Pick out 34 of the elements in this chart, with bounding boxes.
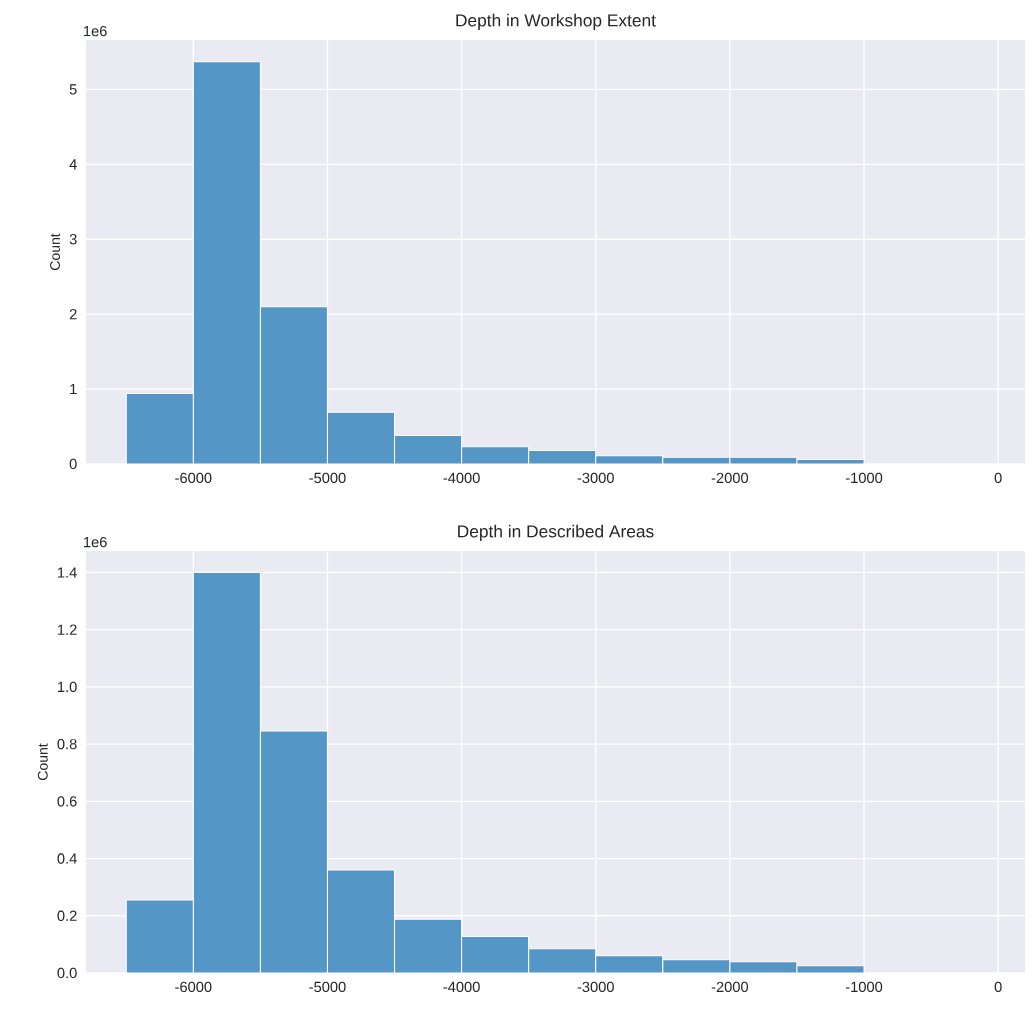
y-tick-label: 0 <box>69 458 77 470</box>
text: 1e6 <box>84 536 107 548</box>
y-axis-title: Count <box>37 743 48 780</box>
x-tick-label: -5000 <box>309 981 346 993</box>
x-tick-label: -2000 <box>711 981 749 993</box>
y-tick-label: 4 <box>69 159 77 170</box>
text: 1e6 <box>84 25 107 37</box>
y-tick-label: 1 <box>70 384 77 395</box>
y-tick-label: 0.8 <box>57 738 77 750</box>
x-tick-label: -3000 <box>577 472 614 484</box>
x-tick-label: -1000 <box>845 472 883 484</box>
y-tick-label: 0.2 <box>57 910 77 921</box>
y-tick-label: 5 <box>69 84 77 95</box>
chart-title: Depth in Described Areas <box>458 524 654 541</box>
x-tick-label: -1000 <box>845 981 883 993</box>
x-tick-label: 0 <box>994 472 1002 484</box>
y-tick-label: 0.4 <box>57 853 77 864</box>
y-tick-label: 2 <box>69 309 77 320</box>
x-tick-label: -3000 <box>577 981 614 993</box>
x-tick-label: -4000 <box>443 981 480 993</box>
x-tick-label: -5000 <box>309 472 346 484</box>
y-tick-label: 1.2 <box>58 624 77 635</box>
y-tick-label: 3 <box>69 234 77 245</box>
x-tick-label: -6000 <box>175 981 212 993</box>
chart-title: Depth in Workshop Extent <box>456 13 656 30</box>
y-tick-label: 1.4 <box>58 567 77 578</box>
y-tick-label: 1.0 <box>58 681 77 693</box>
x-tick-label: -4000 <box>443 472 480 484</box>
x-tick-label: 0 <box>994 981 1002 993</box>
x-tick-label: -2000 <box>711 472 749 484</box>
y-tick-label: 0.0 <box>57 967 77 979</box>
y-axis-title: Count <box>50 233 60 270</box>
x-tick-label: -6000 <box>175 472 212 484</box>
y-tick-label: 0.6 <box>57 796 77 807</box>
